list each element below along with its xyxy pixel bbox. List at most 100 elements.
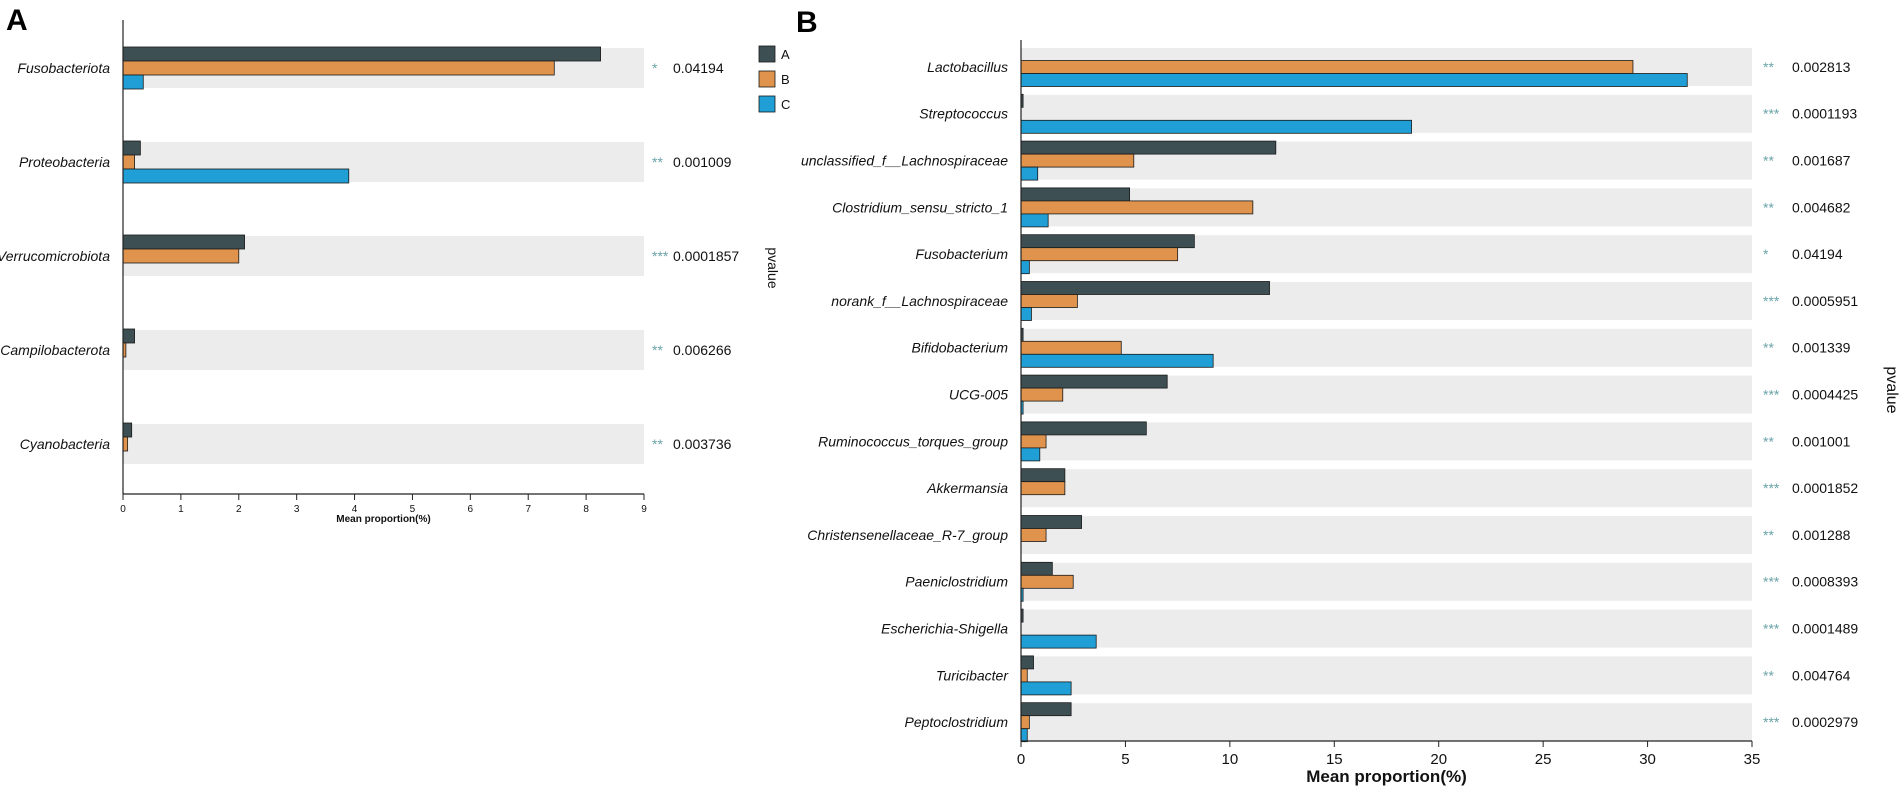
bar-b <box>1020 294 1078 308</box>
bar-a <box>1020 140 1277 155</box>
bar-b <box>1020 668 1028 683</box>
x-tick-label: 30 <box>1639 751 1656 768</box>
x-tick-label: 15 <box>1326 751 1343 768</box>
category-label: Streptococcus <box>919 106 1008 122</box>
bar-c <box>1020 634 1097 649</box>
significance-stars: *** <box>1763 621 1780 637</box>
significance-stars: ** <box>1763 199 1774 215</box>
x-tick-label: 7 <box>525 504 531 515</box>
bar-a <box>1020 187 1131 202</box>
significance-stars: ** <box>652 154 663 170</box>
bar-b <box>122 154 135 170</box>
category-label: unclassified_f__Lachnospiraceae <box>801 153 1008 169</box>
p-value: 0.0005951 <box>1792 293 1858 309</box>
row-band <box>123 424 644 464</box>
bar-c <box>1020 681 1072 696</box>
bar-b <box>122 248 240 264</box>
bar-b <box>1020 574 1074 589</box>
significance-stars: *** <box>652 248 669 264</box>
x-tick-label: 1 <box>178 504 184 515</box>
significance-stars: *** <box>1763 293 1780 309</box>
significance-stars: * <box>652 60 658 76</box>
significance-stars: *** <box>1763 387 1780 403</box>
x-tick-label: 35 <box>1744 751 1761 768</box>
p-value: 0.001009 <box>673 154 732 170</box>
p-value: 0.0001857 <box>673 248 739 264</box>
category-label: Ruminococcus_torques_group <box>818 433 1008 449</box>
bar-b <box>1020 481 1066 496</box>
significance-stars: ** <box>652 342 663 358</box>
bar-a <box>1020 655 1034 670</box>
bar-c <box>1020 119 1412 134</box>
legend-swatch-a <box>758 45 776 63</box>
row-band <box>1021 562 1752 601</box>
p-value: 0.04194 <box>673 60 724 76</box>
category-label: Escherichia-Shigella <box>881 621 1008 637</box>
bar-a <box>122 234 245 250</box>
bar-c <box>1020 166 1039 181</box>
side-axis-label: pvalue <box>1883 366 1900 413</box>
row-band <box>1021 609 1752 648</box>
bar-c <box>1020 73 1688 87</box>
p-value: 0.001288 <box>1792 527 1851 543</box>
x-tick-label: 5 <box>1121 751 1129 768</box>
bar-b <box>1020 60 1634 74</box>
bar-b <box>122 60 555 76</box>
bar-b <box>1020 715 1030 730</box>
bar-b <box>1020 387 1064 402</box>
significance-stars: *** <box>1763 714 1780 730</box>
x-tick-label: 9 <box>641 504 647 515</box>
p-value: 0.0008393 <box>1792 574 1858 590</box>
significance-stars: *** <box>1763 574 1780 590</box>
p-value: 0.001001 <box>1792 433 1851 449</box>
bar-a <box>1020 234 1195 249</box>
category-label: Akkermansia <box>926 480 1008 496</box>
bar-c <box>1020 728 1028 743</box>
bar-a <box>1020 702 1072 717</box>
p-value: 0.0004425 <box>1792 387 1858 403</box>
legend-swatch-c <box>758 95 776 113</box>
p-value: 0.001687 <box>1792 153 1851 169</box>
row-band <box>1021 703 1752 742</box>
category-label: Verrucomicrobiota <box>0 248 110 264</box>
p-value: 0.0001489 <box>1792 621 1858 637</box>
category-label: Campilobacterota <box>0 342 110 358</box>
legend: ABC <box>758 45 790 113</box>
bar-c <box>1020 213 1049 228</box>
bar-b <box>1020 247 1179 262</box>
p-value: 0.004764 <box>1792 667 1851 683</box>
x-tick-label: 2 <box>236 504 242 515</box>
category-label: Peptoclostridium <box>905 714 1009 730</box>
bar-c <box>1020 353 1214 368</box>
category-label: Fusobacteriota <box>17 60 110 76</box>
x-tick-label: 25 <box>1535 751 1552 768</box>
category-label: Clostridium_sensu_stricto_1 <box>832 199 1008 215</box>
bar-c <box>1020 260 1030 275</box>
panel-label: B <box>796 6 818 39</box>
x-tick-label: 0 <box>1017 751 1025 768</box>
bar-a <box>1020 561 1053 576</box>
significance-stars: ** <box>1763 667 1774 683</box>
significance-stars: ** <box>1763 433 1774 449</box>
legend-label: C <box>781 97 790 112</box>
category-label: Christensenellaceae_R-7_group <box>807 527 1008 543</box>
bar-c <box>1020 447 1041 462</box>
bar-a <box>122 140 141 156</box>
x-tick-label: 4 <box>352 504 358 515</box>
bar-b <box>1020 434 1047 449</box>
row-band <box>1021 516 1752 554</box>
bar-b <box>122 436 129 452</box>
x-tick-label: 6 <box>468 504 474 515</box>
p-value: 0.0002979 <box>1792 714 1858 730</box>
category-label: UCG-005 <box>949 387 1008 403</box>
side-axis-label: pvalue <box>765 247 781 288</box>
x-axis-title: Mean proportion(%) <box>336 514 430 525</box>
legend-swatch-b <box>758 70 776 88</box>
bar-c <box>122 168 350 184</box>
p-value: 0.003736 <box>673 436 732 452</box>
category-label: Lactobacillus <box>927 59 1008 75</box>
significance-stars: ** <box>1763 527 1774 543</box>
p-value: 0.0001852 <box>1792 480 1858 496</box>
